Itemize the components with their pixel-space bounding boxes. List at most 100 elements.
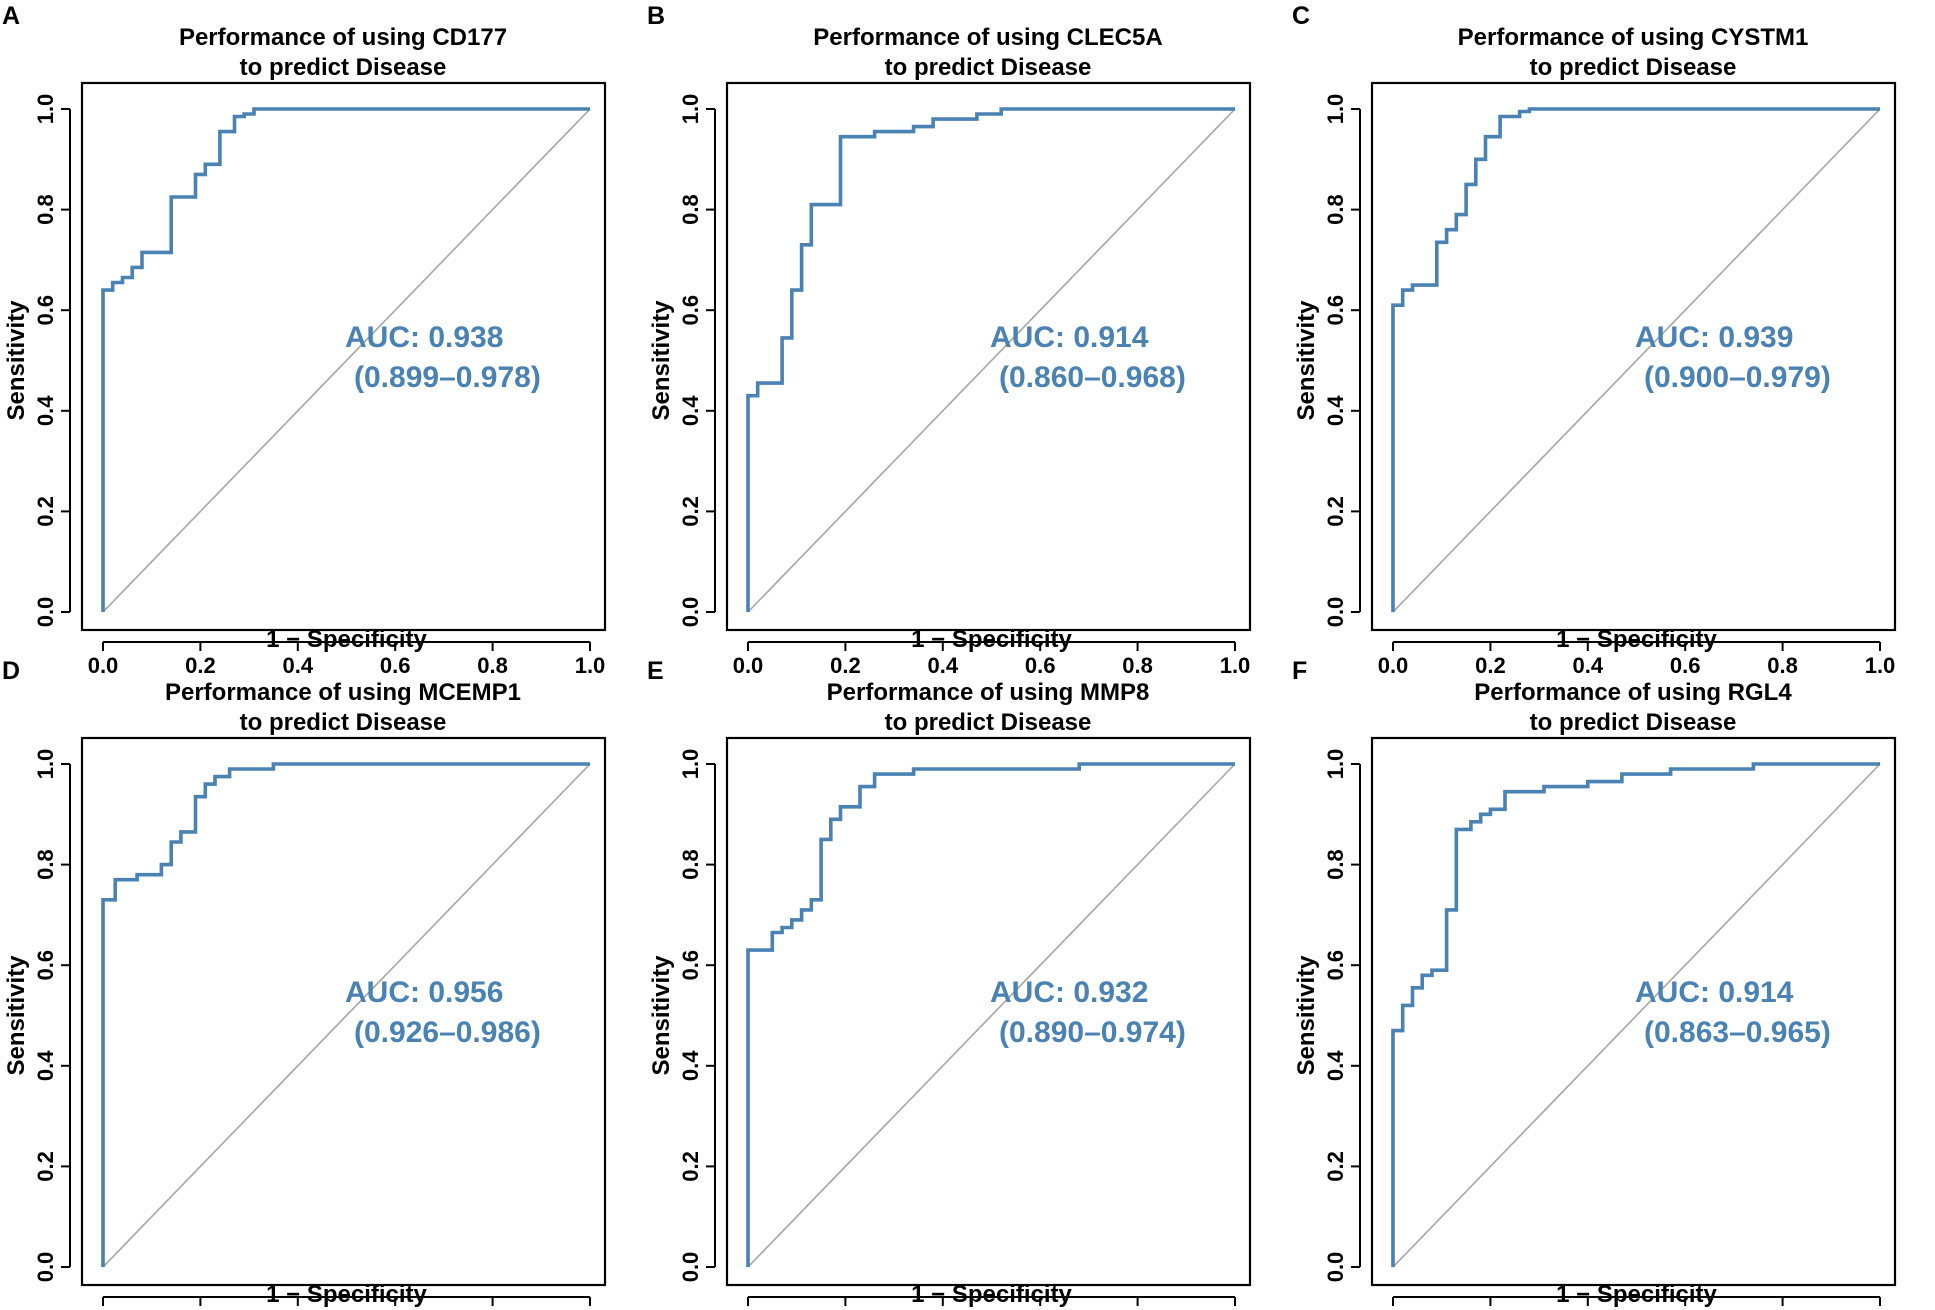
reference-diagonal	[1392, 108, 1881, 613]
x-tick-label: 0.4	[928, 653, 959, 678]
reference-diagonal	[1392, 763, 1881, 1268]
auc-value: AUC: 0.956	[345, 976, 503, 1009]
y-tick-label: 0.8	[1323, 849, 1348, 880]
x-tick-label: 0.2	[830, 653, 861, 678]
chart-title: Performance of using CD177	[179, 24, 507, 51]
y-tick-label: 0.4	[678, 1050, 703, 1081]
x-tick-label: 0.4	[1573, 653, 1604, 678]
chart-title: Performance of using RGL4	[1474, 679, 1792, 706]
y-tick-label: 0.8	[678, 194, 703, 225]
chart-subtitle: to predict Disease	[885, 54, 1092, 81]
chart-subtitle: to predict Disease	[1530, 709, 1737, 736]
roc-chart: E Performance of using MMP8 to predict Dis…	[647, 657, 1252, 1310]
y-tick-label: 0.0	[678, 1252, 703, 1283]
panel-letter: A	[2, 2, 20, 30]
plot-frame	[725, 81, 1252, 632]
y-tick-label: 0.2	[33, 496, 58, 527]
x-tick-label: 0.6	[380, 1308, 411, 1310]
reference-diagonal	[747, 108, 1236, 613]
auc-confidence-interval: (0.890–0.974)	[999, 1016, 1186, 1049]
x-tick-label: 0.8	[477, 1308, 508, 1310]
x-tick-label: 0.2	[1475, 653, 1506, 678]
y-tick-label: 0.6	[1323, 295, 1348, 326]
chart-title: Performance of using MMP8	[827, 679, 1150, 706]
y-tick-label: 0.6	[678, 950, 703, 981]
roc-curve-mcemp1	[101, 762, 590, 1267]
x-tick-label: 1.0	[1220, 1308, 1251, 1310]
y-axis-label: Sensitivity	[1293, 300, 1320, 421]
chart-subtitle: to predict Disease	[1530, 54, 1737, 81]
x-tick-label: 0.2	[1475, 1308, 1506, 1310]
x-tick-label: 0.4	[283, 1308, 314, 1310]
reference-diagonal	[747, 763, 1236, 1268]
y-axis-label: Sensitivity	[3, 300, 30, 421]
roc-curve-rgl4	[1391, 762, 1880, 1267]
reference-diagonal	[102, 763, 591, 1268]
x-tick-label: 0.8	[1767, 1308, 1798, 1310]
plot-frame	[80, 736, 607, 1287]
y-tick-label: 0.8	[33, 194, 58, 225]
chart-subtitle: to predict Disease	[240, 54, 447, 81]
reference-diagonal	[102, 108, 591, 613]
roc-panel-c: C Performance of using CYSTM1 to predict D…	[1290, 0, 1935, 678]
x-tick-label: 0.0	[733, 1308, 764, 1310]
y-tick-label: 0.4	[1323, 1050, 1348, 1081]
panel-letter: E	[647, 657, 664, 685]
x-tick-label: 0.4	[1573, 1308, 1604, 1310]
x-tick-label: 0.8	[1767, 653, 1798, 678]
x-tick-label: 1.0	[1865, 653, 1896, 678]
x-tick-label: 1.0	[575, 1308, 606, 1310]
roc-chart: B Performance of using CLEC5A to predict D…	[647, 2, 1252, 678]
y-tick-label: 0.0	[33, 1252, 58, 1283]
y-tick-label: 0.2	[1323, 1151, 1348, 1182]
x-tick-label: 0.8	[1122, 653, 1153, 678]
plot-frame	[80, 81, 607, 632]
plot-frame	[725, 736, 1252, 1287]
roc-chart: A Performance of using CD177 to predict Di…	[2, 2, 607, 678]
auc-value: AUC: 0.939	[1635, 321, 1793, 354]
y-tick-label: 0.8	[33, 849, 58, 880]
x-tick-label: 0.8	[1122, 1308, 1153, 1310]
y-tick-label: 1.0	[678, 94, 703, 125]
panel-letter: C	[1292, 2, 1310, 30]
roc-curve-clec5a	[746, 107, 1235, 612]
y-tick-label: 0.4	[33, 395, 58, 426]
x-tick-label: 0.0	[88, 653, 119, 678]
auc-value: AUC: 0.914	[990, 321, 1149, 354]
y-tick-label: 0.0	[1323, 1252, 1348, 1283]
roc-chart: F Performance of using RGL4 to predict Dis…	[1292, 657, 1897, 1310]
y-tick-label: 0.4	[1323, 395, 1348, 426]
x-tick-label: 0.8	[477, 653, 508, 678]
chart-subtitle: to predict Disease	[240, 709, 447, 736]
x-axis-label: 1 − Specificity	[1556, 626, 1717, 653]
plot-frame	[1370, 81, 1897, 632]
y-tick-label: 1.0	[33, 749, 58, 780]
y-tick-label: 0.2	[1323, 496, 1348, 527]
x-tick-label: 1.0	[575, 653, 606, 678]
x-axis-label: 1 − Specificity	[266, 1281, 427, 1308]
x-tick-label: 0.2	[830, 1308, 861, 1310]
y-tick-label: 0.2	[678, 1151, 703, 1182]
y-tick-label: 0.0	[33, 597, 58, 628]
chart-title: Performance of using CYSTM1	[1458, 24, 1809, 51]
x-tick-label: 0.0	[1378, 653, 1409, 678]
y-tick-label: 0.6	[33, 950, 58, 981]
y-axis-label: Sensitivity	[648, 955, 675, 1076]
plot-frame	[1370, 736, 1897, 1287]
chart-title: Performance of using MCEMP1	[165, 679, 521, 706]
y-tick-label: 0.0	[678, 597, 703, 628]
y-tick-label: 0.4	[678, 395, 703, 426]
y-tick-label: 0.2	[678, 496, 703, 527]
y-axis-label: Sensitivity	[3, 955, 30, 1076]
x-tick-label: 0.6	[380, 653, 411, 678]
x-tick-label: 0.4	[283, 653, 314, 678]
y-tick-label: 1.0	[1323, 94, 1348, 125]
roc-panel-e: E Performance of using MMP8 to predict Dis…	[645, 655, 1290, 1310]
auc-confidence-interval: (0.860–0.968)	[999, 361, 1186, 394]
y-tick-label: 1.0	[1323, 749, 1348, 780]
y-tick-label: 0.2	[33, 1151, 58, 1182]
chart-title: Performance of using CLEC5A	[813, 24, 1162, 51]
x-tick-label: 1.0	[1865, 1308, 1896, 1310]
auc-value: AUC: 0.938	[345, 321, 503, 354]
